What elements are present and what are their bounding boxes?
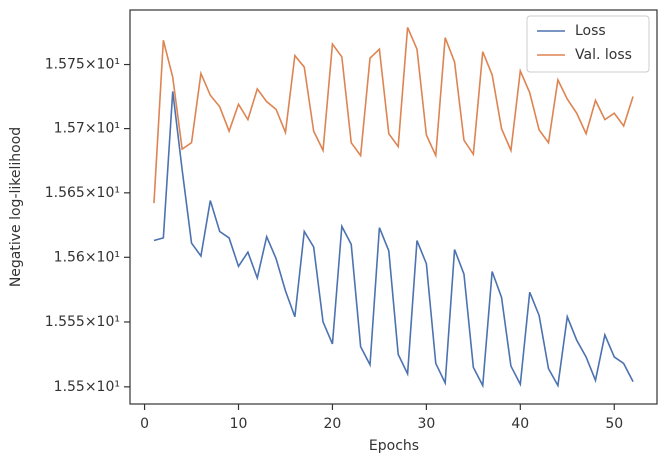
y-tick-label: 1.575×10¹ — [45, 57, 120, 73]
y-tick-label: 1.555×10¹ — [45, 314, 120, 330]
line-series — [153, 91, 634, 389]
plot-frame — [129, 9, 658, 405]
y-tick-label: 1.56×10¹ — [54, 249, 120, 265]
legend: Loss Val. loss — [526, 15, 650, 73]
y-tick-label: 1.55×10¹ — [54, 379, 120, 395]
y-tick-label: 1.57×10¹ — [54, 121, 120, 137]
x-tick-label: 50 — [605, 416, 623, 432]
x-axis-label: Epochs — [369, 438, 419, 454]
legend-box — [526, 15, 650, 73]
x-tick-label: 20 — [324, 416, 342, 432]
x-tick-label: 30 — [417, 416, 435, 432]
x-tick-label: 10 — [230, 416, 248, 432]
y-axis-label: Negative log-likelihood — [8, 127, 24, 287]
x-tick-label: 40 — [511, 416, 529, 432]
legend-label: Loss — [575, 23, 606, 39]
legend-label: Val. loss — [575, 47, 632, 63]
line-series — [153, 27, 634, 204]
x-tick-label: 0 — [140, 416, 149, 432]
y-tick-label: 1.565×10¹ — [45, 185, 120, 201]
